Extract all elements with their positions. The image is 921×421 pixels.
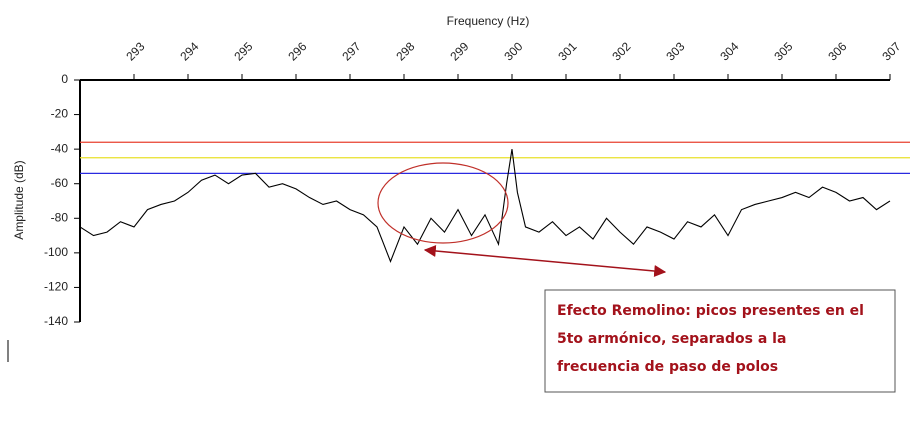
- y-axis-title: Amplitude (dB): [12, 160, 26, 239]
- x-tick-label: 303: [663, 39, 687, 63]
- y-tick-label: -140: [44, 314, 68, 328]
- y-tick-label: 0: [61, 72, 68, 86]
- y-tick-label: -40: [51, 141, 69, 155]
- x-tick-label: 307: [879, 39, 903, 63]
- highlight-ellipse: [377, 162, 509, 244]
- annotation-text: frecuencia de paso de polos: [557, 359, 778, 375]
- annotation-text: 5to armónico, separados a la: [557, 331, 786, 347]
- x-axis-title: Frequency (Hz): [447, 14, 530, 28]
- x-tick-label: 294: [177, 39, 201, 63]
- x-tick-label: 306: [825, 39, 849, 63]
- y-tick-label: -120: [44, 280, 68, 294]
- annotation-box: [544, 289, 896, 393]
- arrow: [423, 245, 667, 277]
- x-tick-label: 305: [771, 39, 795, 63]
- x-tick-label: 304: [717, 39, 741, 63]
- x-tick-label: 302: [609, 39, 633, 63]
- x-tick-label: 298: [393, 39, 417, 63]
- x-tick-label: 299: [447, 39, 471, 63]
- x-tick-label: 293: [123, 39, 147, 63]
- y-tick-label: -20: [51, 107, 69, 121]
- x-tick-label: 296: [285, 39, 309, 63]
- spectrum-line: [79, 149, 891, 264]
- y-tick-label: -80: [51, 210, 69, 224]
- x-tick-label: 300: [501, 39, 525, 63]
- annotation-text: Efecto Remolino: picos presentes en el: [557, 303, 864, 319]
- y-tick-label: -100: [44, 245, 68, 259]
- x-tick-label: 297: [339, 39, 363, 63]
- x-tick-label: 301: [555, 39, 579, 63]
- x-tick-label: 295: [231, 39, 255, 63]
- y-tick-label: -60: [51, 176, 69, 190]
